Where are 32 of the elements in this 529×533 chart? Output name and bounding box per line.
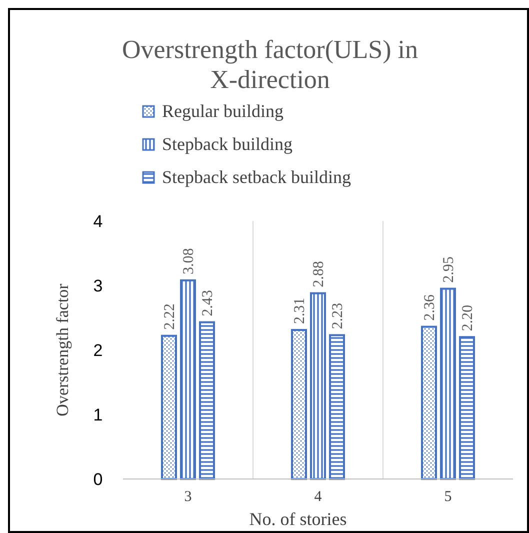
bar bbox=[440, 288, 456, 480]
y-axis-title: Overstrength factor bbox=[53, 283, 72, 416]
y-tick-label: 1 bbox=[93, 406, 103, 424]
bar bbox=[329, 334, 345, 480]
data-label: 2.36 bbox=[422, 294, 438, 321]
legend-label: Regular building bbox=[162, 101, 284, 121]
bar bbox=[291, 329, 307, 480]
data-label: 2.88 bbox=[311, 260, 327, 288]
bar bbox=[161, 334, 177, 480]
chart-title: Overstrength factor(ULS) in X-direction bbox=[122, 35, 418, 94]
bar bbox=[459, 336, 475, 480]
x-tick-label: 5 bbox=[444, 489, 452, 505]
data-label: 2.22 bbox=[162, 304, 178, 330]
data-label: 2.95 bbox=[441, 256, 457, 283]
bar bbox=[199, 321, 215, 480]
y-tick-label: 0 bbox=[93, 470, 103, 489]
bar bbox=[180, 279, 196, 480]
data-label: 2.23 bbox=[330, 302, 346, 330]
y-tick-label: 4 bbox=[93, 212, 103, 231]
data-label: 2.31 bbox=[292, 298, 308, 324]
legend-label: Stepback setback building bbox=[162, 167, 351, 187]
x-tick-label: 4 bbox=[314, 489, 322, 505]
data-label: 2.43 bbox=[200, 290, 216, 316]
data-label: 3.08 bbox=[181, 248, 197, 274]
bar bbox=[310, 292, 326, 480]
data-label: 2.20 bbox=[460, 304, 476, 332]
x-tick-label: 3 bbox=[184, 489, 192, 505]
legend-label: Stepback building bbox=[162, 134, 292, 154]
y-tick-label: 3 bbox=[93, 276, 103, 296]
bar bbox=[421, 326, 437, 480]
x-axis-title: No. of stories bbox=[249, 509, 347, 529]
y-tick-label: 2 bbox=[93, 341, 103, 360]
